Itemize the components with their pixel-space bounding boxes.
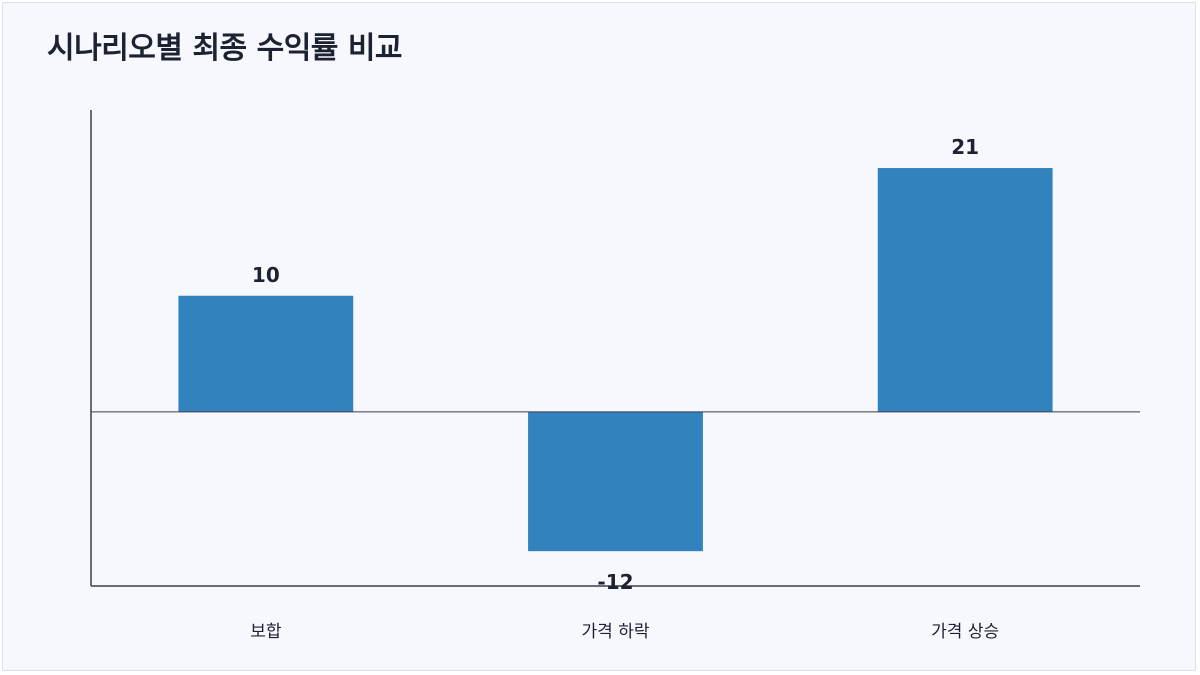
category-label: 가격 상승	[931, 622, 999, 642]
bar-value-label: 10	[252, 263, 280, 287]
chart-title: 시나리오별 최종 수익률 비교	[47, 31, 403, 66]
labels-layer: 10 보합 -12 가격 하락 21 가격 상승	[250, 135, 999, 642]
category-label: 가격 하락	[582, 622, 650, 642]
bar	[528, 411, 703, 552]
bar-value-label: -12	[597, 570, 633, 594]
bar	[178, 295, 354, 412]
category-label: 보합	[250, 622, 282, 642]
bar	[877, 168, 1053, 412]
bars-layer	[178, 168, 1053, 552]
bar-value-label: 21	[951, 135, 979, 159]
